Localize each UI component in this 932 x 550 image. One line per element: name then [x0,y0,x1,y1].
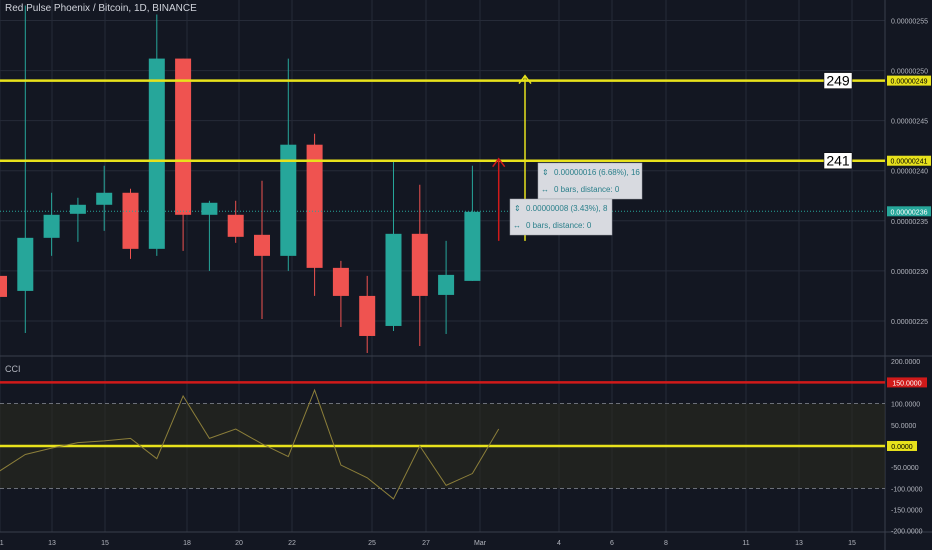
price-axis-tick-label: 0.00000230 [891,269,928,276]
measure-distance-icon: ↔ [513,221,521,230]
time-axis-label: 6 [610,540,614,547]
price-axis-tick-label: 0.00000235 [891,219,928,226]
level-label: 249 [826,73,850,89]
time-axis-label: 15 [101,540,109,547]
candle-bullish [438,274,455,295]
candle-bullish [96,192,113,205]
price-axis-tick-label: 0.00000240 [891,169,928,176]
time-axis-label: 11 [0,540,4,547]
candle-bearish [254,234,270,256]
price-axis-level-tag [887,75,931,86]
cci-axis-tick-label: -100.0000 [891,486,923,493]
level-label-box [823,72,853,89]
price-axis-level-tag-text: 0.00000241 [891,159,928,166]
level-label-box [823,152,853,169]
candle-bullish [201,202,218,215]
cci-axis-tick-label: -50.0000 [891,465,919,472]
price-axis-level-tag-text: 0.00000249 [891,79,928,86]
time-axis-label: 27 [422,540,430,547]
candle-bearish [411,233,428,296]
level-label: 241 [826,153,850,169]
time-axis-label: 13 [795,540,803,547]
cci-indicator-label[interactable]: CCI [5,364,21,374]
candle-bearish [306,144,323,268]
measure-info-price-range: 0.00000008 (3.43%), 8 [526,204,608,213]
candle-bullish [385,233,402,326]
candle-bearish [0,275,7,297]
cci-line [0,388,500,500]
candle-bullish [69,204,86,214]
cci-upper-tag [887,377,927,388]
measure-range-icon: ⇕ [514,204,521,213]
time-axis-label: 22 [288,540,296,547]
measure-arrow-head [518,74,532,85]
last-price-tag [887,206,931,217]
candle-bearish [227,214,244,237]
candle-bullish [280,144,297,256]
measure-range-icon: ⇕ [542,168,549,177]
chart-title: Red Pulse Phoenix / Bitcoin, 1D, BINANCE [5,3,197,14]
cci-axis-tick-label: -150.0000 [891,508,923,515]
time-axis-label: 15 [848,540,856,547]
price-axis-tick-label: 0.00000255 [891,19,928,26]
time-axis-label: 18 [183,540,191,547]
time-axis-label: 13 [48,540,56,547]
cci-zero-tag-text: 0.0000 [891,444,913,451]
price-axis-tick-label: 0.00000250 [891,69,928,76]
cci-zero-tag [887,440,917,451]
measure-info-bars-distance: 0 bars, distance: 0 [526,221,592,230]
candle-bullish [17,237,34,291]
cci-axis-tick-label: 100.0000 [891,402,920,409]
measure-info-box [537,162,643,200]
time-axis-label: 20 [235,540,243,547]
candle-bullish [148,58,165,249]
candle-bullish [464,211,481,281]
last-price-tag-text: 0.00000236 [891,209,928,216]
cci-axis-tick-label: 200.0000 [891,359,920,366]
cci-axis-tick-label: 50.0000 [891,423,916,430]
time-axis-label: 25 [368,540,376,547]
candle-bearish [332,267,349,296]
time-axis-label: 8 [664,540,668,547]
measure-info-box [509,198,613,236]
price-axis-tick-label: 0.00000225 [891,319,928,326]
cci-axis-tick-label: -200.0000 [891,529,923,536]
candle-bullish [43,214,60,238]
measure-info-price-range: 0.00000016 (6.68%), 16 [554,168,640,177]
measure-arrow-head [492,157,506,168]
candle-bearish [122,192,139,249]
time-axis-label: 11 [742,540,749,547]
candle-bearish [359,295,376,336]
measure-info-bars-distance: 0 bars, distance: 0 [554,185,620,194]
price-axis-tick-label: 0.00000245 [891,119,928,126]
time-axis-label: 4 [557,540,561,547]
candle-bearish [175,58,192,215]
measure-distance-icon: ↔ [541,185,549,194]
cci-upper-tag-text: 150.0000 [892,380,921,387]
time-axis-label: Mar [474,540,487,547]
price-axis-level-tag [887,155,931,166]
